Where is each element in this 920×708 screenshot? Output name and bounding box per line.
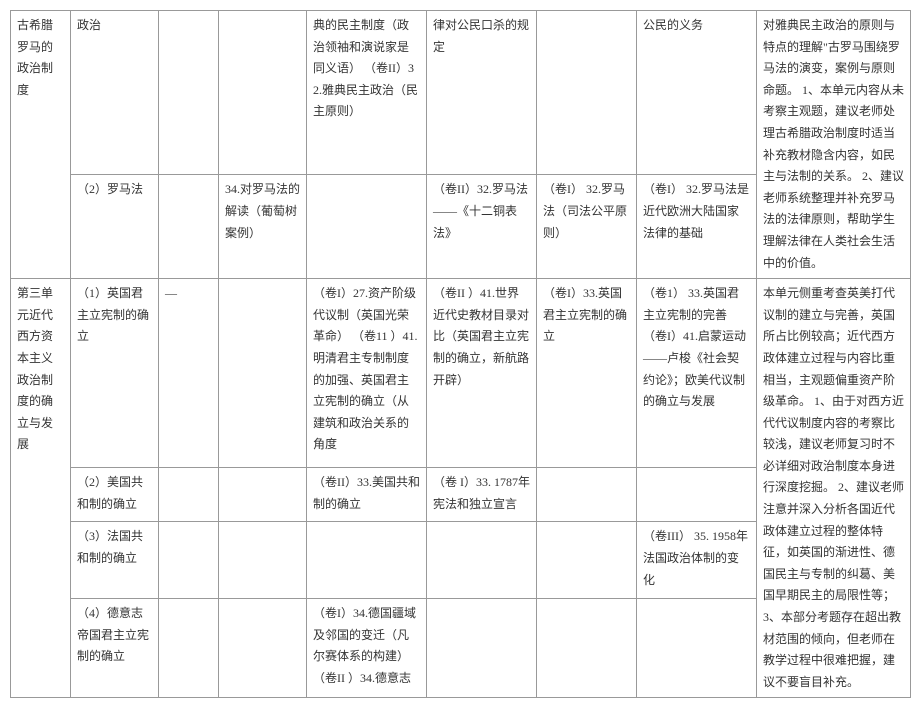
cell: （卷I）34.德国疆域及邻国的变迁（凡尔赛体系的构建） （卷II ）34.德意志 bbox=[307, 599, 427, 698]
cell: （卷II）32.罗马法——《十二铜表法》 bbox=[427, 175, 537, 279]
cell bbox=[307, 522, 427, 599]
cell bbox=[159, 11, 219, 175]
cell: （卷1） 33.英国君主立宪制的完善 （卷I）41.启蒙运动——卢梭《社会契约论… bbox=[637, 279, 757, 468]
notes-cell: 本单元侧重考查英美打代议制的建立与完善，英国所占比例较高；近代西方政体建立过程与… bbox=[757, 279, 911, 698]
cell bbox=[427, 522, 537, 599]
table-row: 第三单元近代西方资本主义政治制度的确立与发展 （1）英国君主立宪制的确立 — （… bbox=[11, 279, 911, 468]
cell bbox=[537, 599, 637, 698]
cell: 律对公民口杀的规定 bbox=[427, 11, 537, 175]
cell bbox=[159, 522, 219, 599]
unit-title: 第三单元近代西方资本主义政治制度的确立与发展 bbox=[11, 279, 71, 698]
cell bbox=[219, 599, 307, 698]
cell: （卷I） 32.罗马法（司法公平原则） bbox=[537, 175, 637, 279]
cell: （卷I） 32.罗马法是近代欧洲大陆国家法律的基础 bbox=[637, 175, 757, 279]
cell: 典的民主制度（政治领袖和演说家是同义语） （卷II）32.雅典民主政治（民主原则… bbox=[307, 11, 427, 175]
cell: （2）罗马法 bbox=[71, 175, 159, 279]
cell: （1）英国君主立宪制的确立 bbox=[71, 279, 159, 468]
cell: （卷 I）33. 1787年 宪法和独立宣言 bbox=[427, 468, 537, 522]
cell: （4）德意志帝国君主立宪制的确立 bbox=[71, 599, 159, 698]
cell: （卷II）33.美国共和制的确立 bbox=[307, 468, 427, 522]
cell bbox=[219, 11, 307, 175]
cell bbox=[637, 468, 757, 522]
cell: 政治 bbox=[71, 11, 159, 175]
cell bbox=[537, 522, 637, 599]
cell bbox=[537, 468, 637, 522]
cell bbox=[159, 468, 219, 522]
cell: （3）法国共和制的确立 bbox=[71, 522, 159, 599]
cell: （卷II ）41.世界近代史教材目录对比（英国君主立宪制的确立，新航路开辟） bbox=[427, 279, 537, 468]
table-row: 古希腊罗马的政治制度 政治 典的民主制度（政治领袖和演说家是同义语） （卷II）… bbox=[11, 11, 911, 175]
cell: （卷III） 35. 1958年法国政治体制的变化 bbox=[637, 522, 757, 599]
cell bbox=[159, 175, 219, 279]
cell bbox=[537, 11, 637, 175]
cell: （2）美国共和制的确立 bbox=[71, 468, 159, 522]
cell bbox=[219, 522, 307, 599]
cell: — bbox=[159, 279, 219, 468]
cell bbox=[219, 279, 307, 468]
cell: 公民的义务 bbox=[637, 11, 757, 175]
curriculum-table: 古希腊罗马的政治制度 政治 典的民主制度（政治领袖和演说家是同义语） （卷II）… bbox=[10, 10, 911, 698]
cell bbox=[307, 175, 427, 279]
cell: 34.对罗马法的解读（葡萄树案例） bbox=[219, 175, 307, 279]
cell: （卷I）33.英国君主立宪制的确立 bbox=[537, 279, 637, 468]
cell: （卷I）27.资产阶级代议制（英国光荣革命） （卷11 ）41.明清君主专制制度… bbox=[307, 279, 427, 468]
cell bbox=[427, 599, 537, 698]
cell bbox=[159, 599, 219, 698]
notes-cell: 对雅典民主政治的原则与特点的理解"古罗马围绕罗马法的演变，案例与原则命题。 1、… bbox=[757, 11, 911, 279]
cell bbox=[637, 599, 757, 698]
cell bbox=[219, 468, 307, 522]
unit-title: 古希腊罗马的政治制度 bbox=[11, 11, 71, 279]
